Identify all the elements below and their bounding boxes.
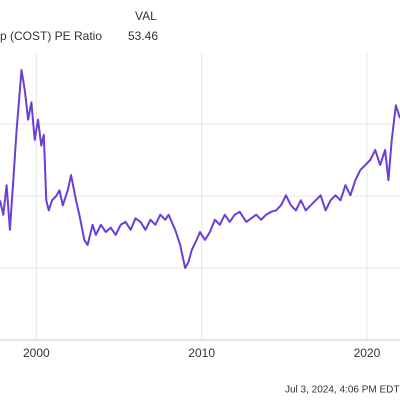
legend-entry: p (COST) PE Ratio: [0, 29, 102, 43]
legend-header: VAL: [135, 9, 157, 23]
x-tick-label: 2010: [188, 346, 215, 360]
x-tick-label: 2020: [354, 346, 381, 360]
data-line: [0, 69, 400, 269]
footer: Jul 3, 2024, 4:06 PM EDT Pow: [285, 385, 400, 396]
legend-value: 53.46: [128, 29, 158, 43]
x-tick-label: 2000: [23, 346, 50, 360]
